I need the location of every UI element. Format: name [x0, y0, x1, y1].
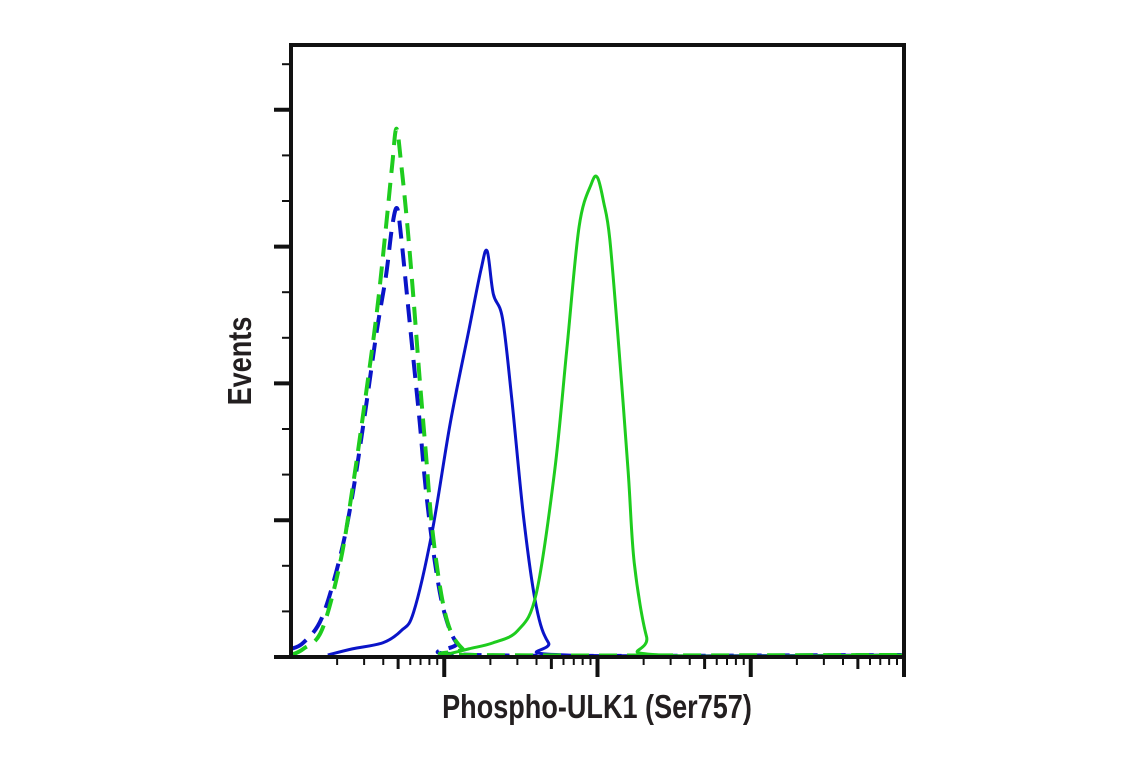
x-axis-label: Phospho-ULK1 (Ser757)	[442, 688, 752, 725]
curve-3	[443, 174, 905, 658]
curve-2	[290, 126, 905, 658]
y-axis-ticks	[274, 63, 291, 659]
curve-0	[290, 205, 905, 658]
plot-frame	[289, 43, 906, 659]
x-axis-ticks	[336, 657, 906, 677]
y-axis-label: Events	[221, 316, 258, 406]
histogram-curves	[290, 126, 905, 658]
curve-1	[327, 248, 905, 658]
